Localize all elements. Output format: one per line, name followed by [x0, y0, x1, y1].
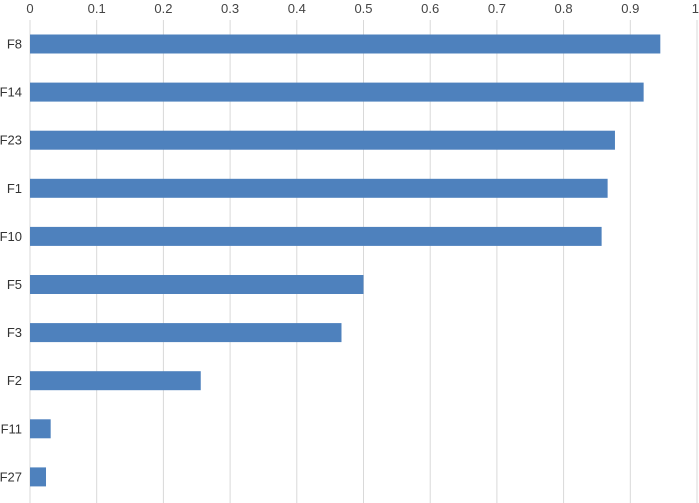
bars: [30, 34, 661, 487]
category-label: F3: [7, 325, 22, 340]
x-axis-ticks: 0 0.1 0.2 0.3 0.4 0.5 0.6 0.7 0.8 0.9 1: [26, 1, 699, 16]
category-label: F1: [7, 181, 22, 196]
x-tick-label: 0.7: [488, 1, 506, 16]
bar-f8: [30, 34, 661, 54]
x-tick-label: 0.3: [221, 1, 239, 16]
y-axis-labels: F8 F14 F23 F1 F10 F5 F3 F2 F11 F27: [0, 37, 22, 485]
bar-f10: [30, 226, 602, 246]
category-label: F2: [7, 373, 22, 388]
x-tick-label: 0.9: [621, 1, 639, 16]
bar-f5: [30, 275, 364, 294]
bar-f1: [30, 178, 608, 198]
category-label: F14: [0, 85, 22, 100]
category-label: F27: [0, 469, 22, 484]
x-tick-label: 0.4: [288, 1, 306, 16]
x-tick-label: 0.6: [421, 1, 439, 16]
bar-f3: [30, 323, 342, 343]
x-tick-label: 0.5: [354, 1, 372, 16]
x-tick-label: 1: [692, 1, 699, 16]
bar-f11: [30, 419, 51, 439]
category-label: F23: [0, 133, 22, 148]
bar-f14: [30, 82, 644, 102]
x-tick-label: 0: [26, 1, 33, 16]
bar-f27: [30, 467, 47, 487]
category-label: F10: [0, 229, 22, 244]
bar-f23: [30, 130, 615, 150]
category-label: F8: [7, 37, 22, 52]
x-tick-label: 0.8: [555, 1, 573, 16]
bar-f2: [30, 371, 201, 391]
category-label: F11: [1, 421, 22, 436]
x-tick-label: 0.2: [154, 1, 172, 16]
category-label: F5: [7, 277, 22, 292]
x-tick-label: 0.1: [88, 1, 106, 16]
